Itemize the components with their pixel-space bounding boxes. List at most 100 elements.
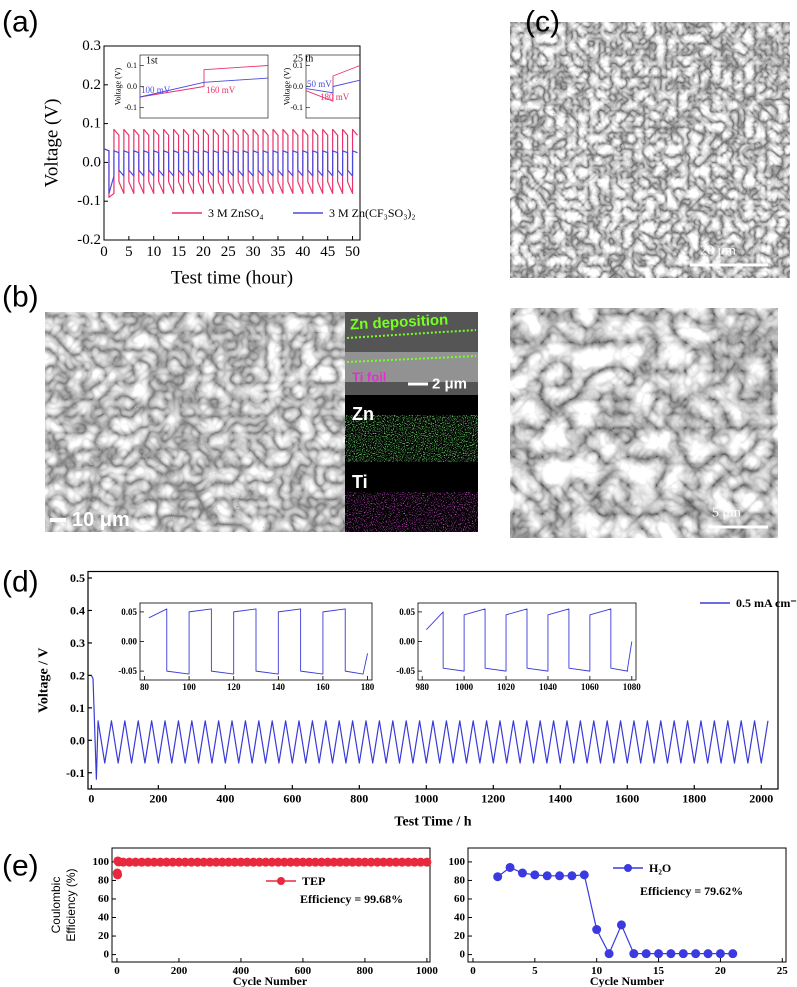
annotation: Efficiency = 79.62%: [640, 884, 743, 898]
x-axis-label: Test time (hour): [171, 268, 293, 289]
y-axis-label: Voltage (V): [283, 67, 292, 105]
y-tick-label: 0.2: [82, 77, 101, 93]
data-point: [629, 949, 639, 959]
series-line: [426, 608, 633, 672]
x-tick-label: 1200: [481, 792, 505, 806]
x-axis-label: Cycle Number: [233, 974, 308, 987]
y-axis-label: Voltage (V): [114, 67, 123, 105]
series-line: [103, 128, 358, 198]
x-tick-label: 600: [283, 792, 301, 806]
x-tick-label: 40: [295, 244, 310, 260]
legend-label: 3 M ZnSO₄: [208, 206, 264, 220]
boundary-line: [346, 329, 477, 339]
x-tick-label: 400: [233, 965, 250, 977]
y-tick-label: 0.0: [293, 82, 303, 91]
x-tick-label: 80: [140, 682, 150, 692]
y-axis-label: Efficiency (%): [64, 868, 78, 941]
legend-marker: [277, 877, 285, 885]
sem-image: [45, 312, 345, 532]
y-tick-label: 0.05: [399, 607, 415, 617]
data-point: [579, 870, 589, 880]
y-axis-label: Coulombic: [49, 877, 63, 934]
x-tick-label: 400: [216, 792, 234, 806]
y-tick-label: -0.1: [290, 103, 303, 112]
series-line: [497, 866, 733, 955]
x-tick-label: 20: [715, 965, 727, 977]
data-point: [113, 870, 123, 880]
data-point: [567, 871, 577, 881]
x-tick-label: 1000: [416, 965, 439, 977]
y-tick-label: 0.1: [127, 61, 137, 70]
image-label: 2 μm: [432, 376, 467, 393]
y-axis-label: Voltage / V: [37, 648, 52, 713]
annotation: Efficiency = 99.68%: [300, 892, 403, 906]
y-tick-label: -0.1: [66, 766, 85, 780]
data-point: [592, 925, 602, 935]
data-point: [422, 857, 432, 867]
x-tick-label: 50: [345, 244, 360, 260]
series-line: [139, 77, 269, 98]
annotation: 50 mV: [307, 79, 332, 89]
y-tick-label: -0.05: [118, 666, 137, 676]
panel-label: (e): [2, 850, 39, 883]
y-tick-label: 0.5: [70, 571, 85, 585]
plot-frame: [111, 847, 431, 963]
legend-label: H₂O: [649, 861, 671, 875]
y-tick-label: -0.1: [77, 193, 101, 209]
image-label: Zn deposition: [350, 311, 449, 333]
x-tick-label: 20: [196, 244, 211, 260]
x-tick-label: 0: [470, 965, 476, 977]
data-point: [654, 949, 664, 959]
legend-marker: [624, 864, 632, 872]
sem-image: [510, 22, 790, 278]
image-label: Zn: [352, 404, 374, 424]
x-tick-label: 1020: [497, 682, 516, 692]
x-tick-label: 30: [246, 244, 261, 260]
series-line: [103, 148, 358, 195]
data-point: [493, 872, 503, 882]
x-tick-label: 1800: [682, 792, 706, 806]
data-point: [517, 868, 527, 878]
inset-title: 1st: [146, 56, 158, 67]
y-tick-label: 0.1: [293, 61, 303, 70]
x-axis-label: Test Time / h: [394, 815, 471, 830]
y-tick-label: 0.00: [121, 637, 137, 647]
sem-image: [510, 308, 778, 538]
x-tick-label: 2000: [749, 792, 773, 806]
data-point: [666, 949, 676, 959]
eds-ti-dots: [345, 492, 478, 532]
annotation: 160 mV: [206, 85, 236, 95]
eds-zn-dots: [345, 415, 478, 462]
y-tick-label: 20: [98, 930, 110, 942]
y-tick-label: 20: [454, 930, 466, 942]
x-tick-label: 25: [221, 244, 236, 260]
panel-label: (a): [2, 6, 39, 39]
y-tick-label: 0.2: [70, 668, 85, 682]
x-tick-label: 0: [114, 965, 120, 977]
data-point: [641, 949, 651, 959]
y-tick-label: 0.0: [70, 733, 85, 747]
data-point: [505, 862, 515, 872]
x-tick-label: 1040: [539, 682, 558, 692]
y-tick-label: -0.05: [396, 666, 415, 676]
x-tick-label: 45: [320, 244, 335, 260]
x-tick-label: 0: [100, 244, 108, 260]
data-point: [604, 949, 614, 959]
data-point: [530, 870, 540, 880]
data-point: [715, 949, 725, 959]
y-tick-label: 0.0: [127, 82, 137, 91]
panel-label: (d): [2, 566, 39, 599]
x-tick-label: 1080: [623, 682, 642, 692]
x-tick-label: 200: [149, 792, 167, 806]
x-tick-label: 200: [171, 965, 188, 977]
y-tick-label: 0.00: [399, 637, 415, 647]
y-tick-label: 80: [454, 874, 466, 886]
y-tick-label: 100: [93, 856, 110, 868]
y-tick-label: 0: [460, 949, 466, 961]
plot-frame: [103, 45, 361, 241]
y-tick-label: 40: [98, 912, 110, 924]
x-tick-label: 1000: [455, 682, 474, 692]
x-tick-label: 160: [316, 682, 330, 692]
inset-background: [120, 598, 378, 698]
data-point: [691, 949, 701, 959]
